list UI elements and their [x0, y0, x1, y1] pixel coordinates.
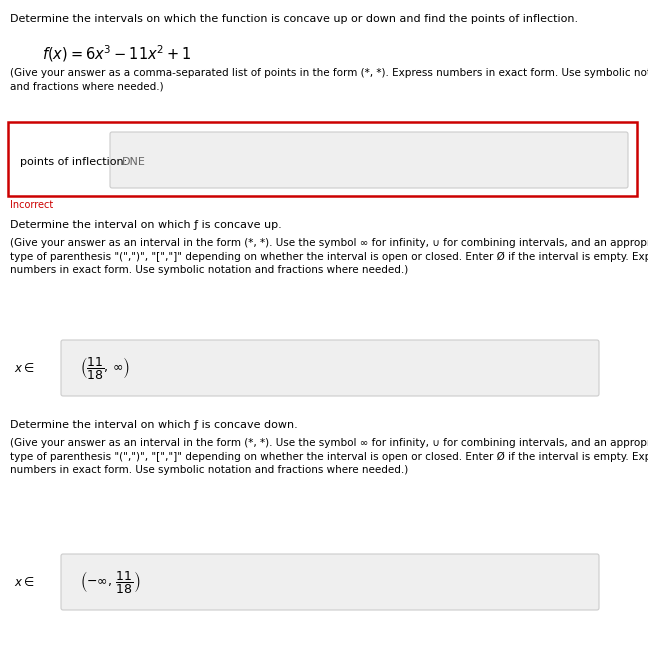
FancyBboxPatch shape: [110, 132, 628, 188]
Text: points of inflection:: points of inflection:: [20, 157, 127, 167]
Text: DNE: DNE: [122, 157, 146, 167]
Text: Determine the interval on which ƒ is concave down.: Determine the interval on which ƒ is con…: [10, 420, 297, 430]
Text: $\left(\dfrac{11}{18},\,\infty\right)$: $\left(\dfrac{11}{18},\,\infty\right)$: [80, 355, 130, 381]
Text: (Give your answer as an interval in the form (*, *). Use the symbol ∞ for infini: (Give your answer as an interval in the …: [10, 438, 648, 475]
Text: $\left(-\infty,\,\dfrac{11}{18}\right)$: $\left(-\infty,\,\dfrac{11}{18}\right)$: [80, 569, 141, 595]
Text: $x \in$: $x \in$: [14, 362, 35, 375]
FancyBboxPatch shape: [8, 122, 637, 196]
Text: Incorrect: Incorrect: [10, 200, 53, 210]
Text: $x \in$: $x \in$: [14, 576, 35, 589]
Text: $f(x) = 6x^3 - 11x^2 + 1$: $f(x) = 6x^3 - 11x^2 + 1$: [42, 43, 192, 63]
Text: Determine the intervals on which the function is concave up or down and find the: Determine the intervals on which the fun…: [10, 14, 578, 24]
Text: (Give your answer as an interval in the form (*, *). Use the symbol ∞ for infini: (Give your answer as an interval in the …: [10, 238, 648, 275]
Text: (Give your answer as a comma-separated list of points in the form (*, *). Expres: (Give your answer as a comma-separated l…: [10, 68, 648, 91]
Text: Determine the interval on which ƒ is concave up.: Determine the interval on which ƒ is con…: [10, 220, 282, 230]
FancyBboxPatch shape: [61, 340, 599, 396]
FancyBboxPatch shape: [61, 554, 599, 610]
